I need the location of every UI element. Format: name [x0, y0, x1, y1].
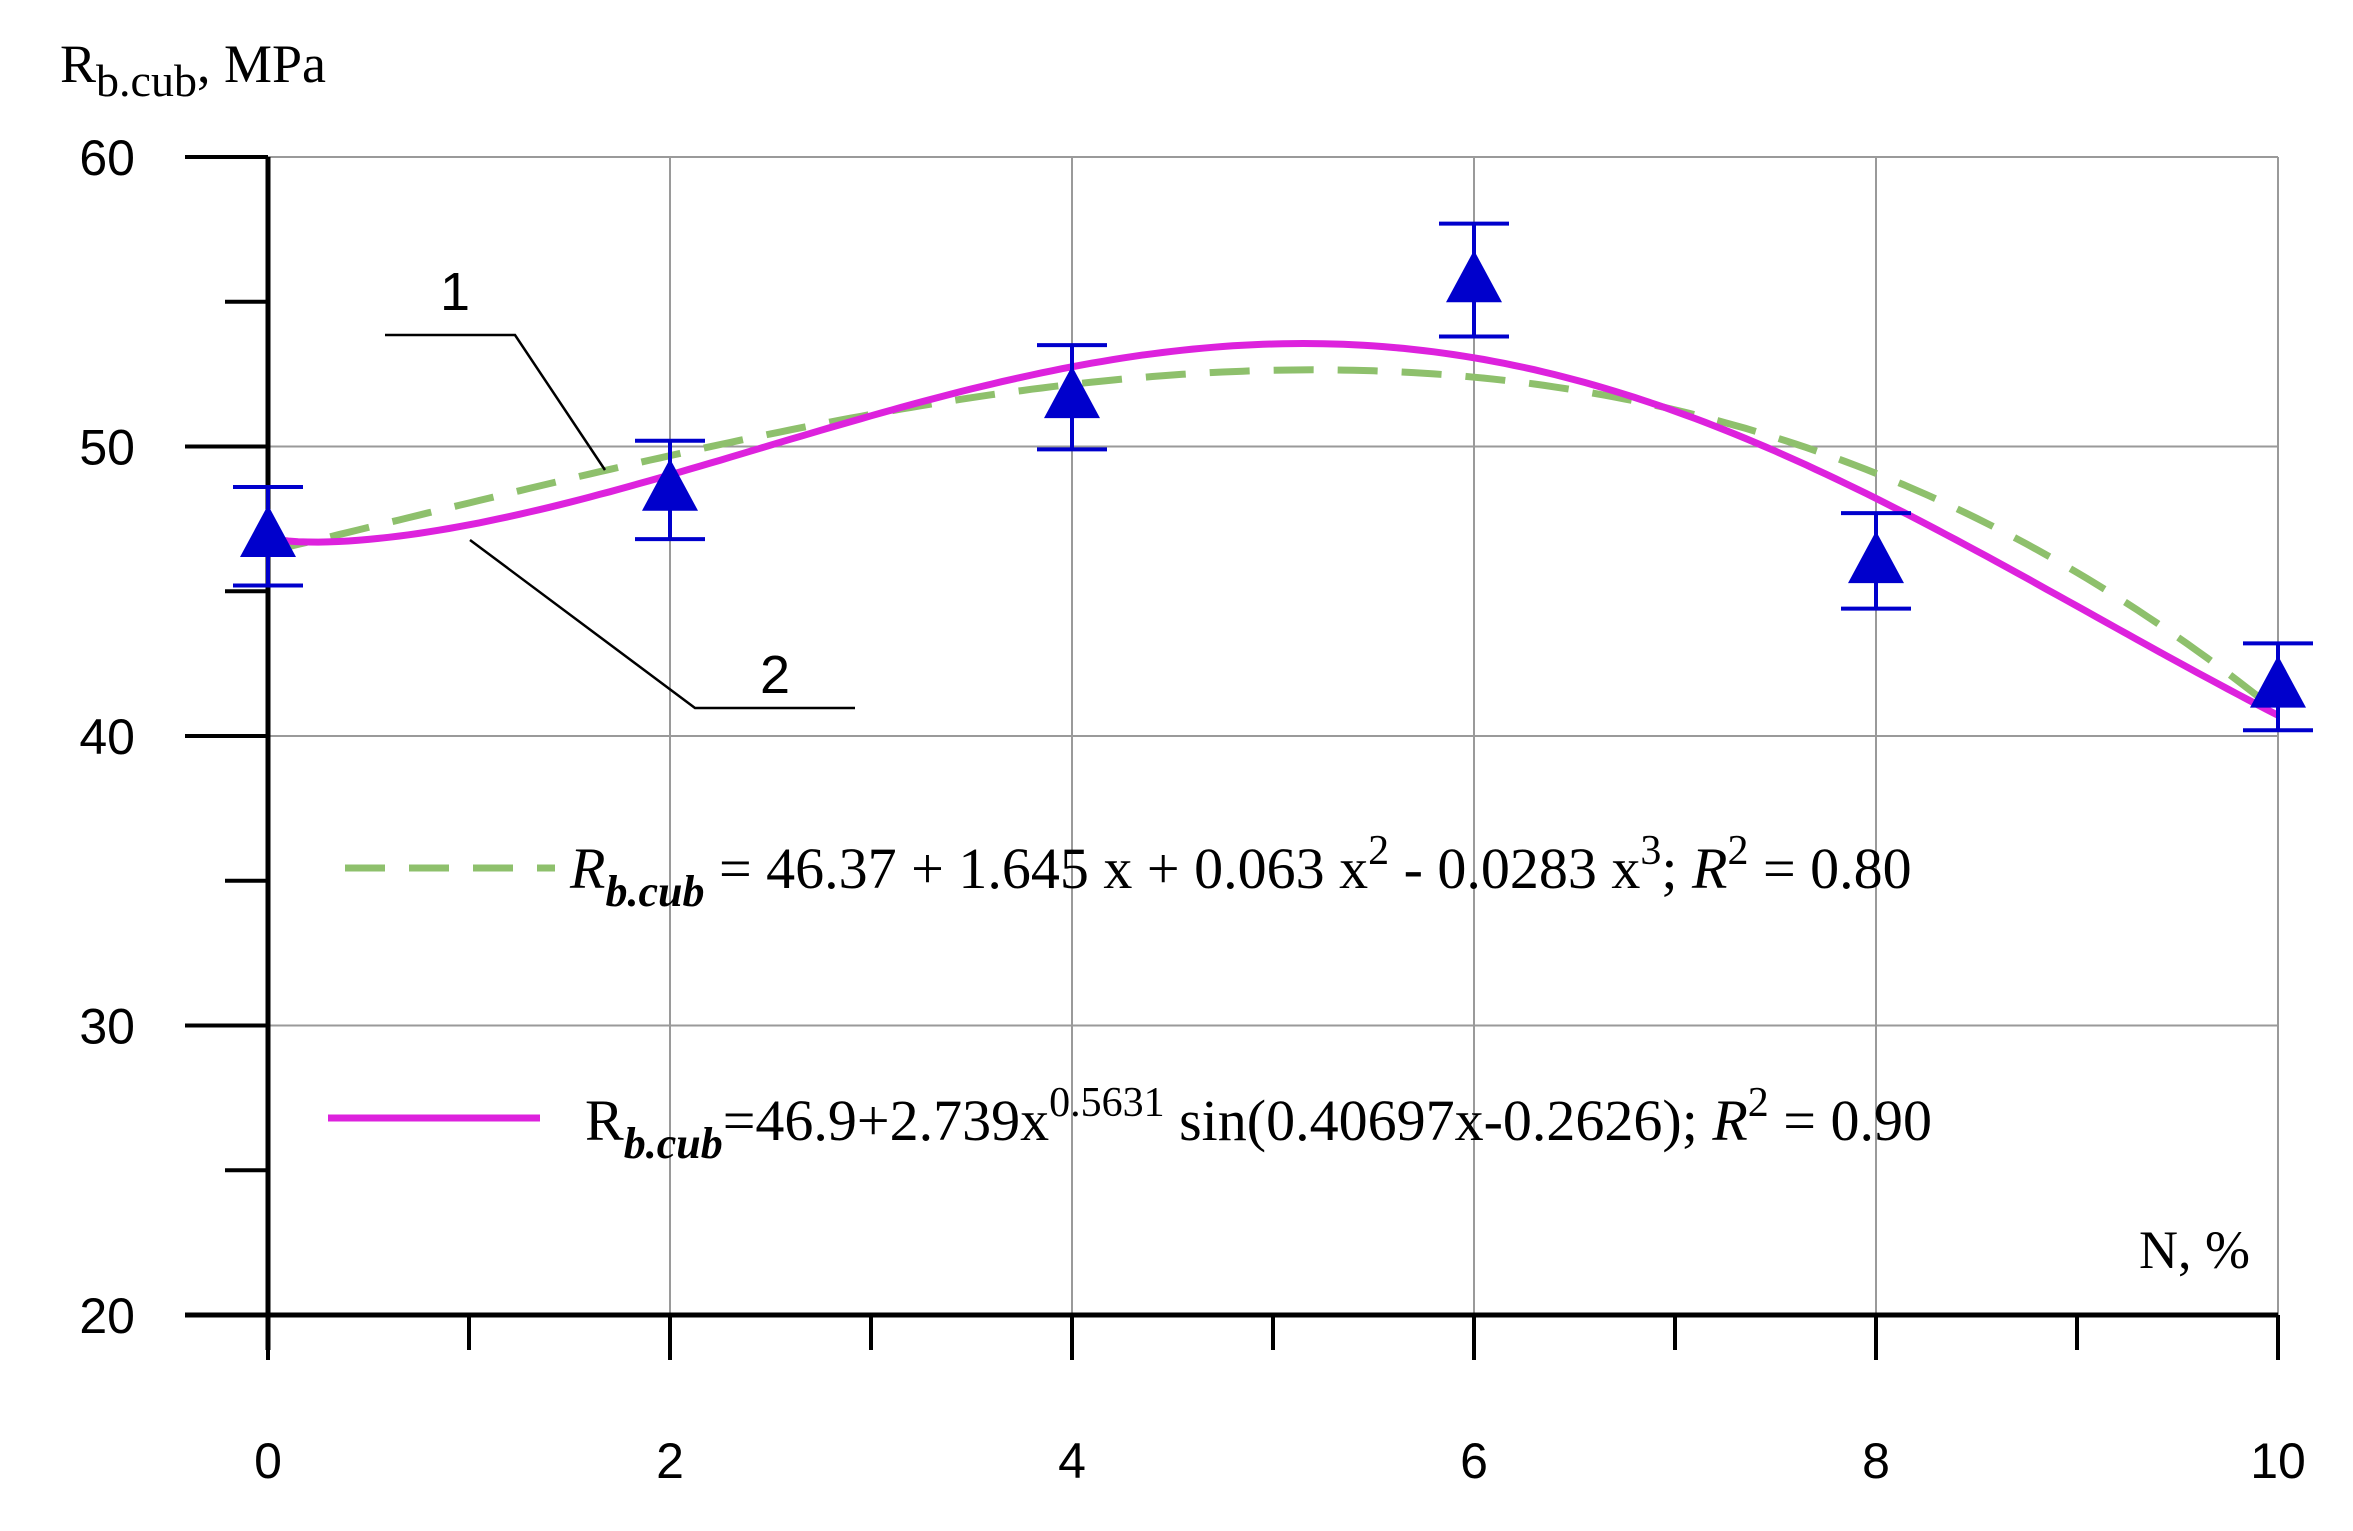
equation-2: Rb.cub=46.9+2.739x0.5631 sin(0.40697x-0.…: [585, 1080, 1932, 1168]
equation-1: Rb.cub = 46.37 + 1.645 x + 0.063 x2 - 0.…: [569, 828, 1912, 916]
axes: [185, 157, 2278, 1350]
x-tick-label: 10: [2250, 1433, 2306, 1489]
fit-curve-2-solid: [266, 339, 2280, 719]
triangle-marker: [2250, 655, 2306, 708]
legend-entry-2: Rb.cub=46.9+2.739x0.5631 sin(0.40697x-0.…: [328, 1080, 1932, 1168]
y-tick-label: 40: [79, 709, 135, 765]
x-tick-label: 6: [1460, 1433, 1488, 1489]
triangle-marker: [240, 505, 296, 558]
callout-1: 1: [385, 262, 607, 471]
callout-2-label: 2: [760, 645, 790, 705]
callout-1-label: 1: [440, 262, 470, 322]
fit-curves: [266, 339, 2281, 719]
triangle-marker: [1446, 250, 1502, 303]
y-axis-label: Rb.cub, MPa: [60, 34, 326, 106]
x-axis-label: N, %: [2139, 1220, 2250, 1280]
triangle-marker: [1044, 366, 1100, 419]
x-tick-label: 0: [254, 1433, 282, 1489]
y-tick-label: 20: [79, 1288, 135, 1344]
x-tick-label: 4: [1058, 1433, 1086, 1489]
x-tick-label: 8: [1862, 1433, 1890, 1489]
y-tick-label: 30: [79, 999, 135, 1055]
legend-entry-1: Rb.cub = 46.37 + 1.645 x + 0.063 x2 - 0.…: [345, 828, 1912, 916]
triangle-marker: [642, 458, 698, 511]
y-tick-label: 60: [79, 130, 135, 186]
callout-2: 2: [469, 538, 855, 710]
ticks: 20 30 40 50 60 0 2 4 6 8 10: [79, 130, 2305, 1489]
x-tick-label: 2: [656, 1433, 684, 1489]
data-points: [233, 221, 2313, 733]
y-tick-label: 50: [79, 420, 135, 476]
triangle-marker: [1848, 531, 1904, 584]
fit-curve-1-dashed: [267, 366, 2281, 716]
